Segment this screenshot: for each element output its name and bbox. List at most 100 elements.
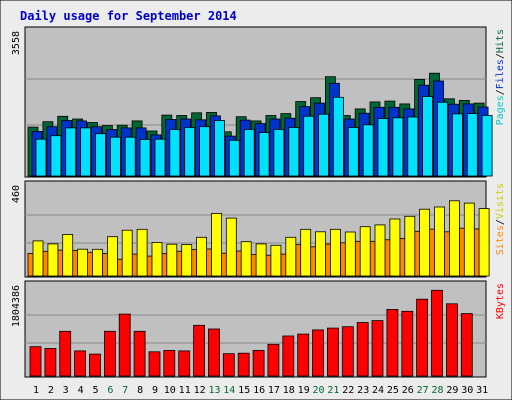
sites-bar-day-20 (315, 231, 326, 277)
day-label-24: 24 (372, 385, 384, 396)
kbytes-bar-day-16 (252, 349, 265, 377)
pages-bar-day-21 (332, 96, 344, 177)
pages-bar-day-18 (288, 127, 300, 177)
kbytes-bar-day-12 (193, 324, 206, 377)
sites-bar-day-2 (47, 243, 59, 277)
kbytes-bar-day-6 (104, 330, 116, 377)
legend: Sites/Visits (495, 183, 506, 255)
pages-bar-day-8 (139, 139, 151, 177)
day-label-8: 8 (137, 385, 143, 396)
pages-bar-day-3 (65, 127, 77, 177)
sites-bar-day-19 (300, 228, 312, 277)
pages-bar-day-28 (437, 101, 448, 177)
pages-bar-day-17 (273, 129, 285, 177)
pages-bar-day-25 (392, 117, 404, 177)
legend-files: Files (495, 59, 506, 89)
kbytes-bar-day-27 (416, 298, 429, 377)
visits-panel: 460 Sites/Visits (11, 180, 506, 278)
pages-bar-day-5 (95, 133, 106, 177)
pages-bar-day-20 (318, 113, 329, 177)
sites-bar-day-25 (389, 218, 401, 277)
day-label-22: 22 (342, 385, 354, 396)
kbytes-bar-day-4 (74, 350, 86, 377)
kbytes-bar-day-20 (312, 329, 324, 377)
kbytes-bar-day-30 (460, 313, 473, 377)
day-label-4: 4 (78, 385, 84, 396)
y-max-label: 3558 (11, 31, 22, 55)
pages-bar-day-13 (214, 120, 225, 177)
pages-bar-day-14 (228, 139, 240, 177)
sites-bar-day-10 (166, 243, 178, 277)
pages-bar-day-30 (466, 113, 478, 177)
day-label-29: 29 (446, 385, 458, 396)
legend-text: KBytes (495, 283, 506, 319)
sites-bar-day-17 (270, 244, 282, 277)
day-label-9: 9 (152, 385, 158, 396)
sites-bar-day-27 (419, 208, 431, 277)
day-label-10: 10 (164, 385, 176, 396)
pages-bar-day-6 (110, 136, 121, 177)
legend-sites: Sites (495, 225, 506, 255)
day-label-11: 11 (179, 385, 191, 396)
sites-bar-day-7 (121, 229, 133, 277)
kbytes-bar-day-29 (445, 303, 458, 377)
sites-bar-day-22 (344, 231, 356, 277)
kbytes-bar-day-14 (222, 353, 235, 377)
sites-bar-day-15 (240, 241, 252, 277)
kbytes-bar-day-5 (89, 353, 101, 377)
legend: KBytes (495, 283, 506, 319)
sites-bar-day-9 (151, 241, 163, 277)
sites-bar-day-1 (32, 240, 44, 277)
sites-bar-day-14 (225, 217, 237, 277)
day-label-16: 16 (253, 385, 265, 396)
kbytes-bar-day-24 (371, 320, 384, 377)
kbytes-bar-day-21 (326, 327, 339, 377)
pages-bar-day-27 (422, 96, 434, 177)
day-label-20: 20 (312, 385, 324, 396)
day-label-14: 14 (223, 385, 235, 396)
day-label-1: 1 (33, 385, 39, 396)
pages-bar-day-1 (35, 138, 47, 177)
legend-separator: / (495, 89, 506, 95)
sites-bar-day-24 (374, 224, 386, 277)
pages-bar-day-12 (199, 126, 211, 177)
day-label-2: 2 (48, 385, 54, 396)
legend-pages: Pages (495, 95, 506, 125)
day-label-17: 17 (268, 385, 280, 396)
day-label-6: 6 (107, 385, 113, 396)
kbytes-bar-day-13 (208, 328, 220, 377)
sites-bar-day-12 (196, 236, 208, 277)
sites-bar-day-21 (329, 228, 341, 277)
pages-bar-day-19 (303, 115, 315, 177)
sites-bar-day-30 (463, 202, 475, 277)
sites-bar-day-31 (478, 208, 490, 277)
sites-bar-day-11 (181, 244, 193, 277)
kbytes-bar-day-18 (282, 335, 295, 377)
day-label-19: 19 (298, 385, 310, 396)
pages-bar-day-16 (258, 132, 270, 177)
day-labels: 1 2 3 4 5 6 7 8 9 10 11 12 13 14 15 16 17 18 19 20 21 22 23 24 2… (33, 385, 488, 396)
kbytes-bar-day-25 (386, 308, 399, 377)
day-label-23: 23 (357, 385, 369, 396)
sites-bar-day-23 (359, 226, 371, 277)
sites-bar-day-3 (62, 233, 74, 277)
kbytes-bar-day-11 (178, 350, 191, 377)
kbytes-bar-day-8 (133, 330, 146, 377)
kbytes-bar-day-19 (297, 333, 310, 377)
pages-bar-day-22 (347, 127, 359, 177)
kbytes-bar-day-1 (29, 346, 42, 377)
pages-bar-day-2 (50, 135, 62, 177)
kbytes-bar-day-7 (118, 313, 131, 377)
pages-bar-day-4 (80, 127, 91, 177)
legend-kbytes: KBytes (495, 283, 506, 319)
kbytes-panel: 1804386 KBytes (11, 280, 506, 378)
kbytes-bar-day-10 (163, 349, 176, 377)
sites-bar-day-29 (448, 200, 460, 277)
day-label-25: 25 (387, 385, 399, 396)
kbytes-bar-day-3 (59, 330, 72, 377)
y-max-label: 460 (11, 185, 22, 203)
sites-bar-day-28 (434, 206, 445, 277)
day-label-26: 26 (402, 385, 414, 396)
